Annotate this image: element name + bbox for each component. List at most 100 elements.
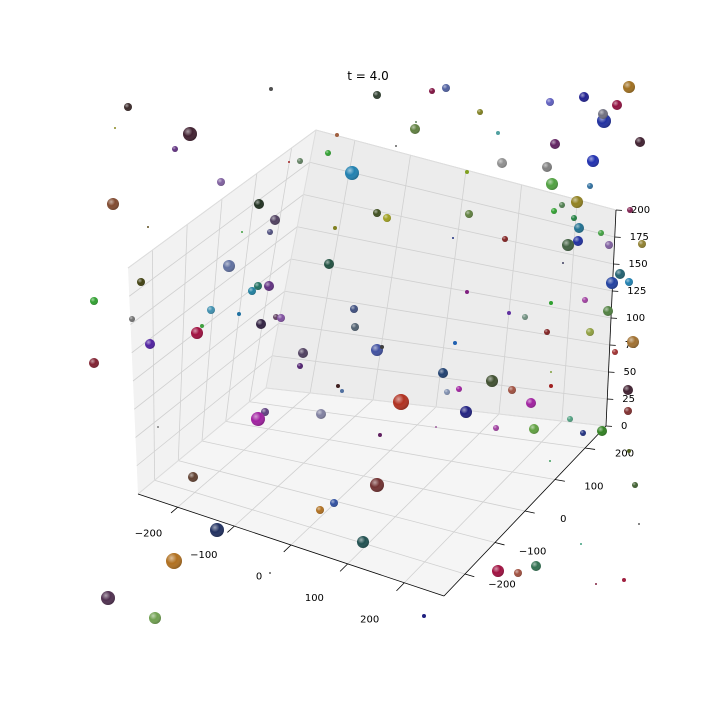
particle-sphere-shading	[264, 281, 274, 291]
particle-sphere-shading	[465, 210, 473, 218]
x-tick-mark	[339, 563, 348, 572]
particle-sphere-shading	[267, 229, 273, 235]
grid-line-z-left	[136, 355, 273, 467]
particle-sphere-shading	[410, 124, 420, 134]
particle-sphere-shading	[316, 506, 324, 514]
grid-line-z-back	[303, 194, 614, 265]
particle-sphere-shading	[444, 389, 450, 395]
z-tick-label: 100	[626, 313, 645, 324]
particle-sphere-shading	[351, 323, 359, 331]
particle-sphere	[422, 614, 426, 618]
particle-sphere-shading	[460, 406, 472, 418]
particle-sphere	[336, 384, 340, 388]
chart-title: t = 4.0	[347, 69, 388, 83]
grid-line-z-back	[290, 258, 612, 319]
particle-sphere-shading	[330, 499, 338, 507]
particle-sphere-shading	[324, 259, 334, 269]
particle-sphere-shading	[567, 416, 573, 422]
x-tick-label: 0	[256, 571, 262, 582]
particle-sphere-shading	[107, 198, 119, 210]
particle-sphere-shading	[587, 183, 593, 189]
x-tick-label: 200	[360, 614, 379, 625]
particle-sphere-shading	[383, 214, 391, 222]
particle-sphere-shading	[573, 236, 583, 246]
particle-sphere-shading	[438, 368, 448, 378]
particle-sphere-shading	[456, 386, 462, 392]
particle-sphere-shading	[492, 565, 504, 577]
particle-sphere-shading	[587, 155, 599, 167]
particle-sphere	[452, 237, 454, 239]
grid-line-y-floor	[154, 479, 466, 575]
grid-line-z-back	[278, 323, 609, 373]
particle-sphere-shading	[603, 306, 613, 316]
particle-sphere	[378, 433, 382, 437]
pane-edges	[127, 129, 617, 495]
particle-sphere-shading	[373, 209, 381, 217]
particle-sphere-shading	[124, 103, 132, 111]
x-tick-mark	[396, 582, 405, 592]
particle-sphere-shading	[623, 81, 635, 93]
particle-sphere-shading	[551, 208, 557, 214]
grid-line-z-left	[129, 161, 310, 297]
grid-line-z-left	[134, 290, 285, 410]
z-tick-label: 50	[624, 367, 637, 378]
particle-sphere-shading	[277, 314, 285, 322]
grid-line-y-floor	[201, 440, 526, 512]
y-tick-label: −100	[519, 547, 546, 558]
grid-line-z-back	[297, 226, 613, 292]
particle-sphere-shading	[615, 269, 625, 279]
particle-sphere	[627, 449, 631, 453]
y-tick-mark	[584, 447, 596, 450]
particle-sphere-shading	[579, 92, 589, 102]
particle-sphere	[580, 543, 582, 545]
particle-sphere-shading	[571, 215, 577, 221]
particle-sphere-shading	[129, 316, 135, 322]
particle-sphere-shading	[357, 536, 369, 548]
particle-sphere	[269, 572, 271, 574]
particle-sphere-shading	[486, 375, 498, 387]
particle-sphere-shading	[632, 482, 638, 488]
y-tick-mark	[524, 510, 535, 514]
particle-sphere	[395, 145, 397, 147]
pane-back	[266, 130, 616, 426]
particle-sphere	[507, 311, 511, 315]
particle-sphere-shading	[183, 127, 197, 141]
z-tick-label: 150	[629, 259, 648, 270]
particle-sphere-shading	[526, 398, 536, 408]
particle-sphere-shading	[546, 98, 554, 106]
particle-sphere	[435, 426, 437, 428]
particle-sphere-shading	[393, 394, 409, 410]
particle-sphere-shading	[191, 327, 203, 339]
particle-sphere-shading	[598, 109, 608, 119]
grid-line-z-back	[309, 161, 615, 238]
x-tick-mark	[170, 506, 178, 514]
scatter-points	[89, 81, 646, 624]
particle-sphere-shading	[316, 409, 326, 419]
particle-sphere-shading	[606, 277, 618, 289]
particle-sphere-shading	[514, 569, 522, 577]
particle-sphere-shading	[90, 297, 98, 305]
particle-sphere-shading	[493, 425, 499, 431]
particle-sphere	[549, 460, 551, 462]
particle-sphere-shading	[502, 236, 508, 242]
particle-sphere-shading	[172, 146, 178, 152]
particle-sphere	[453, 341, 457, 345]
particle-sphere-shading	[149, 612, 161, 624]
x-tick-label: −100	[190, 550, 217, 561]
particle-sphere	[157, 426, 159, 428]
particle-sphere-shading	[210, 523, 224, 537]
particle-sphere-shading	[207, 306, 215, 314]
particle-sphere-shading	[627, 336, 639, 348]
particle-sphere-shading	[297, 363, 303, 369]
particle-sphere	[114, 127, 116, 129]
particle-sphere-shading	[586, 328, 594, 336]
particle-sphere-shading	[522, 314, 528, 320]
y-tick-label: −200	[488, 579, 515, 590]
grid-line-z-back	[284, 290, 610, 346]
particle-sphere-shading	[373, 91, 381, 99]
particle-sphere	[241, 231, 243, 233]
particle-sphere-shading	[370, 478, 384, 492]
particle-sphere-shading	[256, 319, 266, 329]
particle-sphere	[638, 523, 640, 525]
